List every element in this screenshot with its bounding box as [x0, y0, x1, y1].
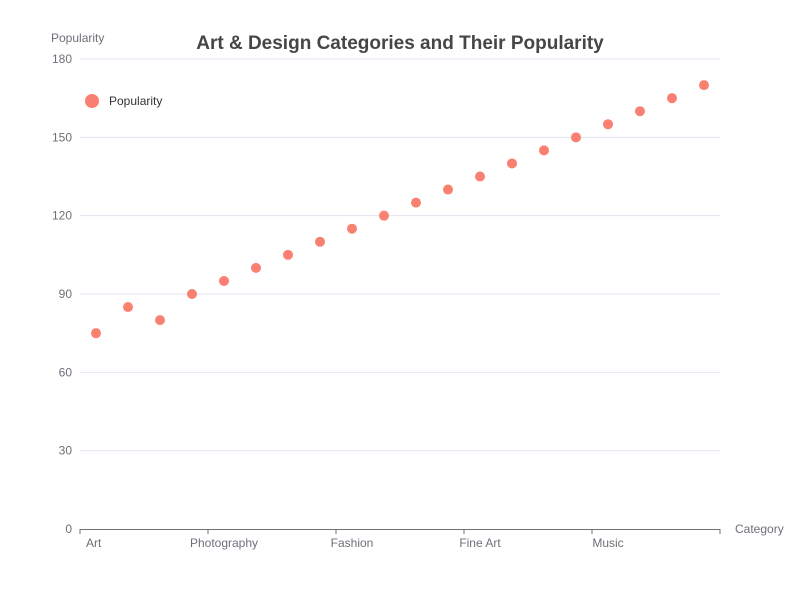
y-tick-label: 180: [52, 52, 72, 66]
grid-lines: [80, 58, 720, 452]
y-tick-label: 60: [59, 365, 73, 379]
data-point[interactable]: [283, 249, 293, 260]
x-tick-label: Music: [592, 536, 623, 550]
y-tick-label: 150: [52, 130, 72, 144]
y-tick-label: 90: [59, 287, 73, 301]
legend-marker: [85, 94, 99, 108]
chart-title: Art & Design Categories and Their Popula…: [196, 33, 604, 54]
y-tick-label: 0: [65, 522, 72, 536]
data-point[interactable]: [219, 275, 229, 286]
data-point[interactable]: [123, 302, 133, 313]
data-point[interactable]: [699, 80, 709, 91]
data-point[interactable]: [443, 184, 453, 195]
legend-label: Popularity: [109, 94, 162, 108]
data-point[interactable]: [635, 106, 645, 117]
x-tick-label: Fine Art: [459, 536, 501, 550]
data-points: [91, 80, 709, 339]
data-point[interactable]: [315, 236, 325, 247]
data-point[interactable]: [475, 171, 485, 182]
data-point[interactable]: [667, 93, 677, 104]
data-point[interactable]: [411, 197, 421, 208]
y-axis-label: Popularity: [51, 31, 104, 45]
x-axis-label: Category: [735, 522, 784, 536]
axes: [79, 529, 721, 534]
data-point[interactable]: [155, 315, 165, 326]
data-point[interactable]: [539, 145, 549, 156]
data-point[interactable]: [187, 289, 197, 299]
data-point[interactable]: [571, 132, 581, 143]
data-point[interactable]: [347, 223, 357, 234]
x-tick-label: Photography: [190, 536, 258, 550]
data-point[interactable]: [91, 328, 101, 339]
x-tick-label: Art: [86, 536, 102, 550]
tick-labels: 0 30 60 90 120 150 180 Art Photography Fashion Fin…: [52, 52, 624, 550]
data-point[interactable]: [379, 210, 389, 221]
data-point[interactable]: [507, 158, 517, 169]
x-tick-label: Fashion: [331, 536, 374, 550]
data-point[interactable]: [603, 119, 613, 130]
data-point[interactable]: [251, 262, 261, 273]
legend[interactable]: Popularity: [85, 94, 162, 108]
y-tick-label: 120: [52, 209, 72, 223]
y-tick-label: 30: [59, 444, 73, 458]
